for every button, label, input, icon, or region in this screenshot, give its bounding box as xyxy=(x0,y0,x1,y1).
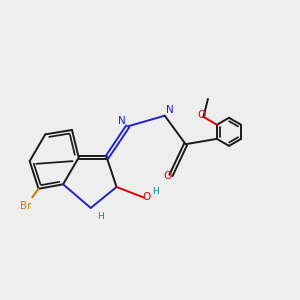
Text: N: N xyxy=(118,116,125,126)
Text: H: H xyxy=(152,187,159,196)
Text: H: H xyxy=(97,212,104,221)
Text: O: O xyxy=(142,192,151,202)
Text: Br: Br xyxy=(20,201,32,211)
Text: O: O xyxy=(163,171,172,181)
Text: N: N xyxy=(166,105,174,115)
Text: O: O xyxy=(198,110,206,120)
